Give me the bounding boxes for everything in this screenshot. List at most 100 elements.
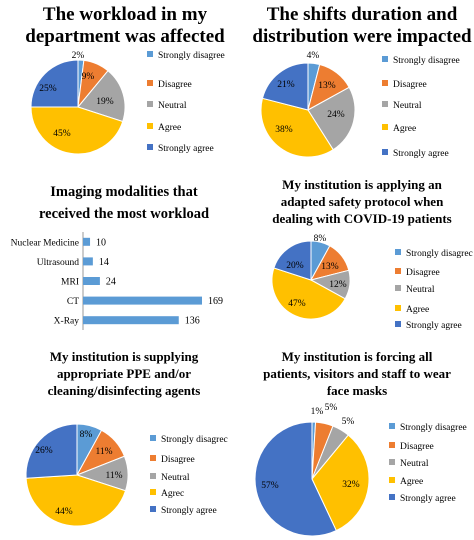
chart-3-data-label-3: 47% (288, 299, 306, 309)
chart-1-data-label-2: 24% (327, 110, 345, 120)
chart-1-title-line-0: The shifts duration and (267, 4, 458, 25)
chart-2-value-label-1: 14 (99, 257, 109, 268)
chart-1-data-label-0: 4% (307, 51, 320, 61)
chart-1-data-label-4: 21% (277, 80, 295, 90)
chart-4-slice-3 (25, 474, 127, 527)
chart-0-legend-label-4: Strongly agree (158, 144, 214, 154)
chart-3-legend-swatch-2 (395, 285, 401, 291)
chart-3-legend-label-3: Agree (406, 305, 429, 315)
chart-3-data-label-2: 12% (329, 280, 347, 290)
chart-1-legend-label-0: Strongly disagree (393, 56, 460, 66)
chart-0-legend-swatch-4 (147, 144, 153, 150)
chart-4-legend-label-4: Strongly agree (161, 506, 217, 516)
chart-3-legend-label-0: Strongly disagrec (406, 249, 473, 259)
chart-1-slice-3 (260, 97, 334, 158)
chart-1-legend-label-4: Strongly agree (393, 149, 449, 159)
chart-4-legend-swatch-4 (150, 506, 156, 512)
chart-2-value-label-2: 24 (106, 277, 116, 288)
chart-2-category-label-3: CT (67, 297, 79, 307)
chart-4-legend-label-1: Disagree (161, 455, 195, 465)
chart-5-slice-4 (254, 421, 337, 537)
chart-1-legend-label-1: Disagree (393, 80, 427, 90)
chart-5-legend-swatch-4 (389, 494, 395, 500)
chart-4-title-line-1: appropriate PPE and/or (57, 366, 191, 381)
chart-2-category-label-0: Nuclear Medicine (11, 238, 79, 248)
chart-3-title-line-1: adapted safety protocol when (281, 194, 444, 209)
chart-5-data-label-2: 5% (342, 417, 355, 427)
chart-4-legend-swatch-2 (150, 473, 156, 479)
chart-4-legend-swatch-3 (150, 489, 156, 495)
chart-0-data-label-0: 2% (72, 51, 85, 61)
chart-0-slice-2 (77, 70, 126, 123)
chart-5-legend-label-0: Strongly disagree (400, 423, 467, 433)
chart-5-legend-label-3: Agree (400, 477, 423, 487)
chart-3-legend-label-1: Disagree (406, 268, 440, 278)
chart-5-legend-label-2: Neutral (400, 459, 429, 469)
chart-0-legend-label-0: Strongly disagree (158, 51, 225, 61)
chart-2-title-line-0: Imaging modalities that (50, 184, 198, 200)
chart-2-value-label-4: 136 (185, 316, 200, 327)
chart-3-data-label-1: 13% (321, 262, 339, 272)
chart-4-legend-swatch-0 (150, 435, 156, 441)
chart-0-legend-swatch-3 (147, 123, 153, 129)
chart-2-bar-1 (83, 257, 93, 266)
chart-3-data-label-0: 8% (314, 234, 327, 244)
chart-0-data-label-4: 25% (39, 84, 57, 94)
chart-4-data-label-0: 8% (80, 430, 93, 440)
chart-4-legend-swatch-1 (150, 455, 156, 461)
chart-0-title-line-0: The workload in my (43, 4, 208, 25)
chart-3-title-line-2: dealing with COVID-19 patients (272, 211, 452, 226)
chart-1-legend-label-3: Agree (393, 124, 416, 134)
chart-1-data-label-1: 13% (318, 81, 336, 91)
chart-0-legend-label-2: Neutral (158, 101, 187, 111)
chart-5-legend-swatch-2 (389, 459, 395, 465)
chart-0-legend-swatch-2 (147, 101, 153, 107)
chart-5-legend-swatch-0 (389, 423, 395, 429)
chart-2-bar-4 (83, 316, 179, 325)
chart-5-title-line-0: My institution is forcing all (282, 349, 433, 364)
chart-0-legend-label-3: Agree (158, 123, 181, 133)
chart-5-legend-label-4: Strongly agree (400, 494, 456, 504)
chart-4-slice-4 (25, 423, 78, 479)
chart-2-category-label-1: Ultrasound (37, 258, 79, 268)
chart-0-legend-swatch-1 (147, 80, 153, 86)
chart-0-slice-3 (30, 106, 124, 155)
chart-5-data-label-3: 32% (342, 480, 360, 490)
chart-3-legend-label-4: Strongly agree (406, 321, 462, 331)
chart-5-data-label-1: 5% (325, 403, 338, 413)
chart-3-title-line-0: My institution is applying an (282, 177, 442, 192)
chart-1-legend-swatch-3 (382, 124, 388, 130)
chart-4-data-label-1: 11% (95, 447, 112, 457)
chart-1-slice-4 (261, 62, 309, 111)
chart-1-legend-swatch-0 (382, 56, 388, 62)
chart-3-slice-3 (271, 267, 346, 320)
chart-4-legend-label-0: Strongly disagrec (161, 435, 228, 445)
chart-1-legend-swatch-2 (382, 101, 388, 107)
chart-0-data-label-1: 9% (82, 72, 95, 82)
chart-3-slice-4 (273, 240, 312, 281)
chart-0-slice-4 (30, 59, 79, 108)
chart-3-legend-swatch-4 (395, 321, 401, 327)
chart-3-legend-swatch-3 (395, 305, 401, 311)
chart-1-legend-swatch-4 (382, 149, 388, 155)
chart-5-legend-swatch-3 (389, 477, 395, 483)
chart-5-slice-3 (311, 434, 370, 532)
chart-3-data-label-4: 20% (286, 261, 304, 271)
chart-2-value-label-3: 169 (208, 296, 223, 307)
chart-0-legend-label-1: Disagree (158, 80, 192, 90)
chart-4-title-line-2: cleaning/disinfecting agents (48, 383, 201, 398)
chart-0-data-label-3: 45% (53, 129, 71, 139)
chart-5-data-label-4: 57% (261, 481, 279, 491)
chart-2-category-label-4: X-Ray (54, 317, 80, 327)
chart-1-data-label-3: 38% (275, 125, 293, 135)
chart-0-legend-swatch-0 (147, 51, 153, 57)
chart-4-legend-label-3: Agrec (161, 489, 184, 499)
chart-0-title-line-1: department was affected (25, 26, 225, 47)
chart-4-title-line-0: My institution is supplying (50, 349, 199, 364)
chart-2-bar-3 (83, 296, 202, 305)
chart-2-bar-2 (83, 277, 100, 285)
chart-4-data-label-3: 44% (55, 507, 73, 517)
chart-3-legend-swatch-0 (395, 249, 401, 255)
chart-2-bar-0 (83, 237, 91, 246)
